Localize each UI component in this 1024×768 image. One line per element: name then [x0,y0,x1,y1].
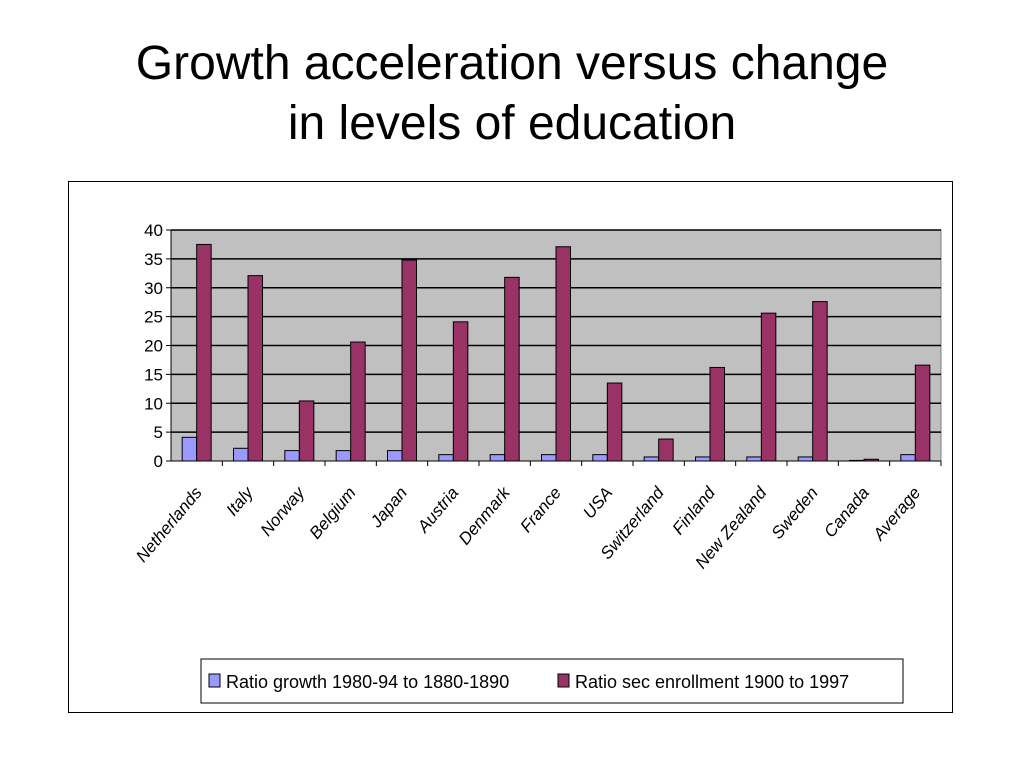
bar-growth-finland [695,456,711,462]
category-label: Denmark [455,482,515,548]
bar-growth-japan [387,450,403,462]
legend-swatch [557,673,570,688]
bar-enrollment-france [555,246,571,462]
category-label: France [516,483,565,536]
chart-frame: 0 5 10 15 20 25 30 35 40 Netherlands Italy Norway B… [68,181,953,713]
bar-enrollment-usa [606,382,623,462]
slide-title: Growth acceleration versus change in lev… [0,34,1024,154]
category-label: Average [869,483,925,544]
bar-enrollment-new-zealand [760,312,777,462]
bar-enrollment-switzerland [658,438,674,462]
category-label: Italy [222,482,258,519]
category-label: Finland [669,483,720,538]
bar-growth-sweden [797,456,814,462]
category-label: Austria [413,483,462,537]
category-label: Norway [257,482,310,540]
bar-enrollment-denmark [504,276,520,462]
bar-growth-netherlands [181,436,198,462]
y-tick-label: 40 [144,221,163,240]
bar-enrollment-belgium [350,341,366,462]
category-label: Canada [820,483,873,541]
y-tick-label: 30 [144,279,163,298]
bar-growth-france [541,454,557,462]
category-label: USA [579,483,616,522]
bar-enrollment-finland [709,366,725,462]
bar-enrollment-sweden [812,301,828,462]
y-tick-label: 5 [154,423,163,442]
bar-growth-italy [233,447,249,462]
bar-growth-austria [438,454,454,462]
y-tick-labels: 0 5 10 15 20 25 30 35 40 [144,221,163,471]
bar-growth-belgium [335,450,352,462]
legend: Ratio growth 1980-94 to 1880-1890 Ratio s… [200,658,904,704]
legend-box [200,658,904,704]
bar-enrollment-average [914,364,931,462]
bar-growth-usa [592,454,608,462]
bar-enrollment-netherlands [196,243,212,462]
title-line-2: in levels of education [287,97,737,150]
category-label: Netherlands [132,483,206,566]
bar-growth-norway [284,450,300,462]
bar-growth-switzerland [643,456,660,462]
category-label: Japan [366,483,411,531]
title-line-1: Growth acceleration versus change [135,37,889,90]
legend-swatch [208,673,221,688]
bar-enrollment-italy [247,275,263,462]
bar-enrollment-austria [452,321,469,462]
y-tick-label: 10 [144,394,163,413]
legend-label: Ratio sec enrollment 1900 to 1997 [575,672,849,692]
y-tick-label: 35 [144,250,163,269]
bar-growth-denmark [489,454,506,462]
bar-growth-new-zealand [746,456,762,462]
y-tick-label: 25 [144,308,163,327]
bar-enrollment-norway [298,400,315,462]
legend-label: Ratio growth 1980-94 to 1880-1890 [226,672,509,692]
bar-enrollment-japan [401,259,417,462]
bar-growth-average [900,454,916,462]
category-label: Belgium [306,483,360,542]
axes [166,229,942,466]
y-tick-label: 0 [154,452,163,471]
y-tick-label: 15 [144,365,163,384]
bars [181,243,931,462]
bar-chart: 0 5 10 15 20 25 30 35 40 Netherlands Italy NorwayB… [132,221,942,704]
y-tick-label: 20 [144,337,163,356]
category-label: Sweden [768,483,822,542]
